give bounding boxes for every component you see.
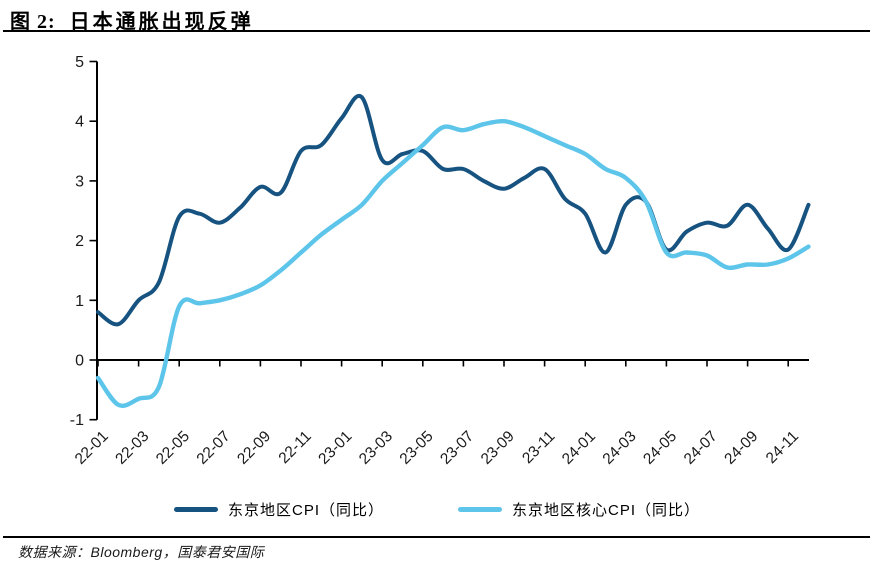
legend-item-cpi: 东京地区CPI（同比） [173, 499, 384, 520]
figure-title-text: 日本通胀出现反弹 [69, 11, 254, 33]
x-tick-label: 23-07 [437, 428, 477, 468]
legend-label-core-cpi: 东京地区核心CPI（同比） [512, 502, 701, 519]
core-cpi-line-swatch [458, 507, 502, 512]
footer-divider [3, 536, 870, 538]
y-tick-label: 4 [75, 114, 84, 131]
x-tick-label: 22-05 [153, 428, 193, 468]
x-tick-label: 23-05 [397, 428, 437, 468]
cpi-line [96, 93, 811, 327]
x-tick-label: 23-01 [315, 428, 355, 468]
y-tick-label: 5 [75, 54, 84, 71]
legend-label-cpi: 东京地区CPI（同比） [227, 502, 384, 519]
x-tick-label: 23-09 [478, 428, 518, 468]
x-tick-label: 22-09 [234, 428, 274, 468]
x-tick-label: 22-07 [194, 428, 234, 468]
y-tick-label: 2 [75, 233, 84, 250]
y-tick-label: 3 [75, 173, 84, 190]
x-tick-label: 23-11 [519, 428, 558, 467]
y-tick-label: 0 [75, 353, 84, 370]
y-tick-label: -1 [70, 412, 84, 429]
x-tick-label: 24-09 [721, 428, 761, 468]
x-tick-label: 24-03 [600, 428, 640, 468]
core-cpi-line [95, 118, 811, 408]
x-tick-label: 24-01 [559, 428, 599, 468]
data-source: 数据来源：Bloomberg，国泰君安国际 [18, 544, 265, 560]
y-tick-label: 1 [75, 293, 84, 310]
title-underline [3, 30, 870, 32]
x-tick-label: 23-03 [356, 428, 396, 468]
legend-item-core-cpi: 东京地区核心CPI（同比） [458, 499, 700, 520]
figure-label: 图 2: [10, 11, 56, 33]
x-tick-label: 22-03 [112, 428, 152, 468]
x-tick-label: 24-07 [681, 428, 721, 468]
chart-legend: 东京地区CPI（同比） 东京地区核心CPI（同比） [0, 499, 874, 520]
x-tick-label: 22-11 [276, 428, 315, 467]
cpi-line-swatch [173, 507, 218, 512]
figure-title: 图 2: 日本通胀出现反弹 [10, 5, 254, 34]
x-tick-label: 24-05 [640, 428, 680, 468]
x-tick-label: 24-11 [763, 428, 802, 467]
x-tick-label: 22-01 [72, 428, 112, 468]
